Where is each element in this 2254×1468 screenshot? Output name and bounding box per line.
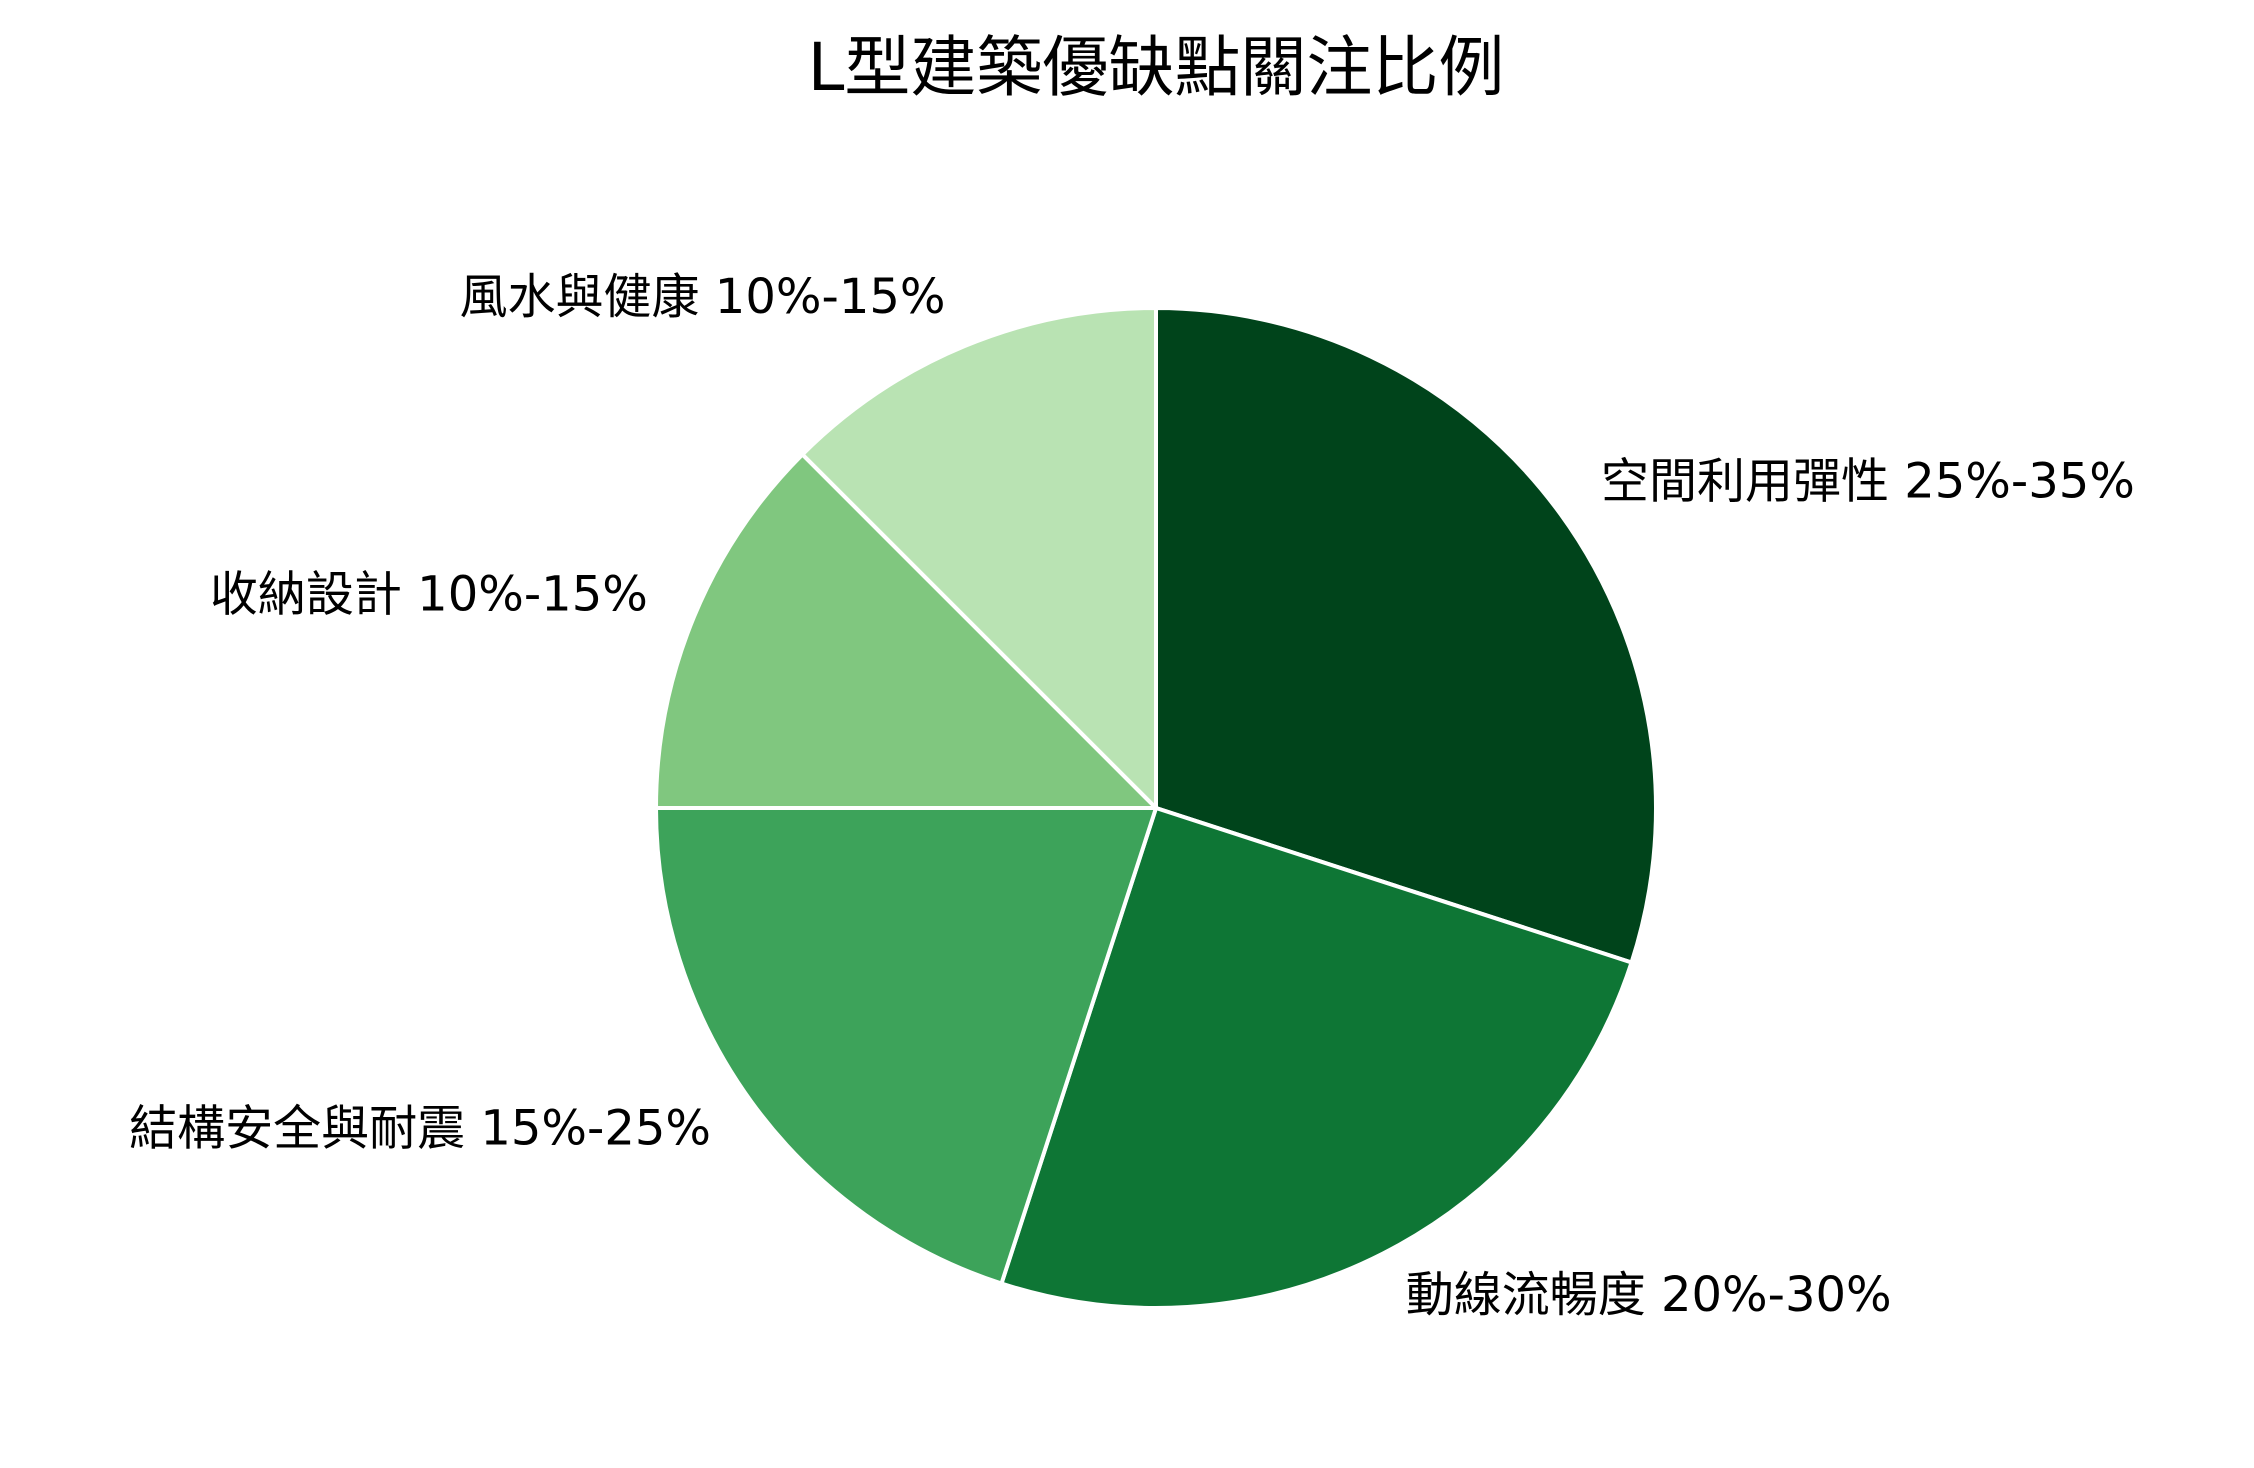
pie-slice bbox=[800, 306, 1158, 810]
slice-label: 空間利用彈性 25%-35% bbox=[1601, 454, 2135, 510]
slice-label: 風水與健康 10%-15% bbox=[460, 269, 946, 325]
pie-slice bbox=[654, 452, 1158, 810]
slice-label: 動線流暢度 20%-30% bbox=[1406, 1267, 1892, 1323]
slice-label: 結構安全與耐震 15%-25% bbox=[129, 1100, 711, 1156]
pie-slice bbox=[999, 806, 1634, 1310]
pie-slice bbox=[654, 806, 1158, 1286]
pie-slice bbox=[1154, 306, 1658, 965]
slice-label: 收納設計 10%-15% bbox=[210, 567, 648, 623]
chart-title: L型建築優缺點關注比例 bbox=[808, 29, 1505, 106]
